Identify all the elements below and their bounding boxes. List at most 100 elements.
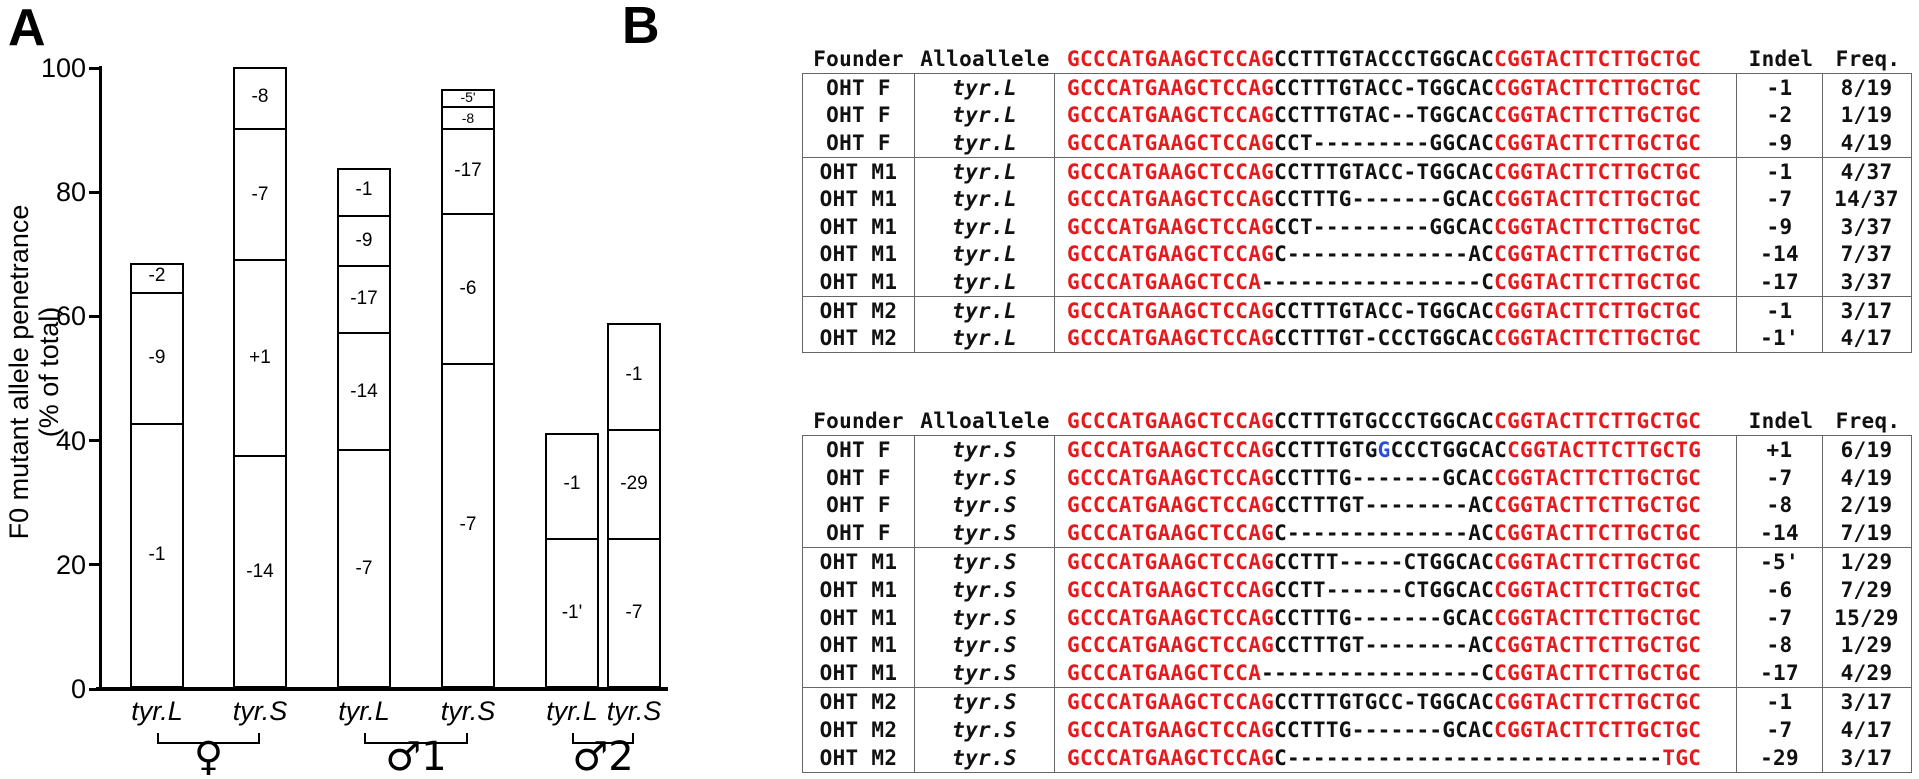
seq-spacer-black: CCTTTGTGCC-TGGCAC [1274, 690, 1495, 715]
cell-sequence: GCCCATGAAGCTCCAG CCTTTGT-CCCTGGCAC CGGTACT… [1055, 324, 1737, 352]
founder-sex-symbol: ♂2 [572, 734, 634, 779]
bar-segment: -7 [339, 451, 389, 686]
cell-founder: OHT M2 [803, 688, 915, 716]
seq-target-red: GCCCATGAAGCTCCAG [1067, 605, 1275, 630]
cell-founder: OHT M2 [803, 743, 915, 772]
table-row: OHT M1 tyr.S GCCCATGAAGCTCCAG CCTTTG-------… [803, 603, 1911, 632]
y-tick-label: 20 [55, 549, 86, 580]
cell-founder: OHT M1 [803, 575, 915, 604]
founder-sex-symbol: ♂1 [385, 734, 447, 779]
table-row: OHT M1 tyr.S GCCCATGAAGCTCCA --------------… [803, 659, 1911, 688]
bar-segment: -9 [339, 217, 389, 267]
bar-segment: -1' [547, 540, 597, 686]
cell-founder: OHT M1 [803, 603, 915, 632]
header-indel: Indel [1748, 46, 1814, 71]
seq-spacer-black: CCTTTGTGCCCTGGCAC [1274, 408, 1495, 433]
cell-freq: 1/19 [1840, 103, 1893, 128]
cell-freq: 4/17 [1840, 326, 1893, 351]
stacked-bar: -7 -14 -17 -9 -1 [337, 168, 391, 688]
cell-alloallele: tyr.S [915, 659, 1055, 688]
cell-freq: 3/17 [1840, 745, 1893, 770]
pair-bracket [364, 733, 468, 744]
cell-sequence: GCCCATGAAGCTCCAG CCT---------GGCAC CGGTACT… [1055, 212, 1737, 241]
bar-segment: -14 [339, 334, 389, 452]
seq-spacer-black: CCTTTGT--------AC [1274, 493, 1495, 518]
stacked-bar: -7 -6 -17 -8 -5' [441, 89, 495, 688]
y-tick-mark [89, 439, 100, 443]
bar-segment: -8 [443, 108, 493, 130]
seq-target-red: GCCCATGAAGCTCCAG [1067, 577, 1275, 602]
seq-target-red: GCCCATGAAGCTCCAG [1067, 326, 1275, 351]
cell-indel: +1 [1737, 436, 1823, 464]
cell-founder: OHT M1 [803, 240, 915, 269]
bar-segment: -9 [132, 294, 182, 425]
header-indel: Indel [1748, 408, 1814, 433]
cell-founder: OHT M1 [803, 268, 915, 296]
allele-axis-label: tyr.S [440, 696, 496, 726]
seq-target-red: CGGTACTTCTTGCTGC [1494, 493, 1702, 518]
seq-target-red: GCCCATGAAGCTCCAG [1067, 298, 1275, 323]
seq-spacer-black: CCTTTGTG [1274, 437, 1378, 462]
bar-segment-label: -7 [251, 183, 269, 205]
seq-target-red: CGGTACTTCTTGCTGC [1494, 633, 1702, 658]
seq-spacer-black: CCTTTG-------GCAC [1274, 717, 1495, 742]
indel-table: Founder Alloallele GCCCATGAAGCTCCAGCCTTTGT… [802, 44, 1912, 353]
seq-target-red: CGGTACTTCTTGCTGC [1494, 550, 1702, 575]
cell-alloallele: tyr.S [915, 688, 1055, 716]
cell-alloallele: tyr.L [915, 157, 1055, 186]
cell-alloallele: tyr.L [915, 74, 1055, 102]
seq-target-red: CGGTACTTCTTGCTGC [1494, 130, 1702, 155]
cell-founder: OHT M2 [803, 324, 915, 352]
cell-indel: -1 [1737, 157, 1823, 186]
bar-segment-label: -7 [355, 557, 373, 579]
bar-segment-label: -2 [148, 265, 166, 287]
seq-target-red: CGGTACTTCTTGCTGC [1494, 326, 1702, 351]
cell-founder: OHT M1 [803, 185, 915, 213]
seq-spacer-black: CCTTTG-------GCAC [1274, 187, 1495, 212]
y-tick-mark [89, 314, 100, 318]
cell-alloallele: tyr.S [915, 436, 1055, 464]
cell-sequence: GCCCATGAAGCTCCAG CCTTTGT--------AC CGGTACT… [1055, 491, 1737, 520]
bar-segment-label: -1 [148, 544, 166, 566]
seq-spacer-black: CCTTTGT--------AC [1274, 633, 1495, 658]
header-freq: Freq. [1835, 46, 1901, 71]
indel-table-header: Founder Alloallele GCCCATGAAGCTCCAGCCTTTGT… [802, 406, 1912, 435]
seq-target-red: GCCCATGAAGCTCCAG [1067, 550, 1275, 575]
y-tick-label: 80 [55, 177, 86, 208]
table-row: OHT M1 tyr.L GCCCATGAAGCTCCA --------------… [803, 268, 1911, 296]
cell-sequence: GCCCATGAAGCTCCAG CCTTTGTAC--TGGCAC CGGTACT… [1055, 101, 1737, 130]
seq-target-red: CGGTACTTCTTGCTGC [1494, 269, 1702, 294]
bar-segment-label: -8 [251, 85, 269, 107]
cell-indel: -1' [1737, 324, 1823, 352]
y-tick-mark [89, 190, 100, 194]
cell-indel: -7 [1737, 463, 1823, 492]
cell-sequence: GCCCATGAAGCTCCA -----------------C CGGTACT… [1055, 659, 1737, 688]
header-founder: Founder [813, 46, 904, 71]
y-tick-mark [89, 66, 100, 70]
seq-target-red: GCCCATGAAGCTCCAG [1067, 130, 1275, 155]
cell-sequence: GCCCATGAAGCTCCAG CCTTTG-------GCAC CGGTACT… [1055, 185, 1737, 213]
cell-founder: OHT M2 [803, 296, 915, 325]
cell-freq: 1/29 [1840, 550, 1893, 575]
bar-segment-label: -1 [625, 364, 643, 386]
seq-target-red: GCCCATGAAGCTCCAG [1067, 493, 1275, 518]
bar-segment: -5' [443, 87, 493, 109]
seq-target-red: GCCCATGAAGCTCCAG [1067, 717, 1275, 742]
bar-segment: -1 [547, 431, 597, 541]
cell-indel: -7 [1737, 185, 1823, 213]
table-row: OHT M1 tyr.S GCCCATGAAGCTCCAG CCTTTGT------… [803, 631, 1911, 660]
cell-alloallele: tyr.S [915, 548, 1055, 576]
cell-indel: -9 [1737, 129, 1823, 157]
cell-indel: -7 [1737, 715, 1823, 744]
bar-segment: -1 [609, 322, 659, 431]
cell-founder: OHT F [803, 436, 915, 464]
seq-insert-blue: G [1377, 437, 1391, 462]
bar-segment-label: -5' [460, 88, 476, 105]
cell-sequence: GCCCATGAAGCTCCAG CCTTTGTG G CCCTGGCAC CGGTAC… [1055, 436, 1737, 464]
cell-alloallele: tyr.S [915, 575, 1055, 604]
cell-freq: 4/29 [1840, 661, 1893, 686]
seq-spacer-black: CCT---------GGCAC [1274, 214, 1495, 239]
